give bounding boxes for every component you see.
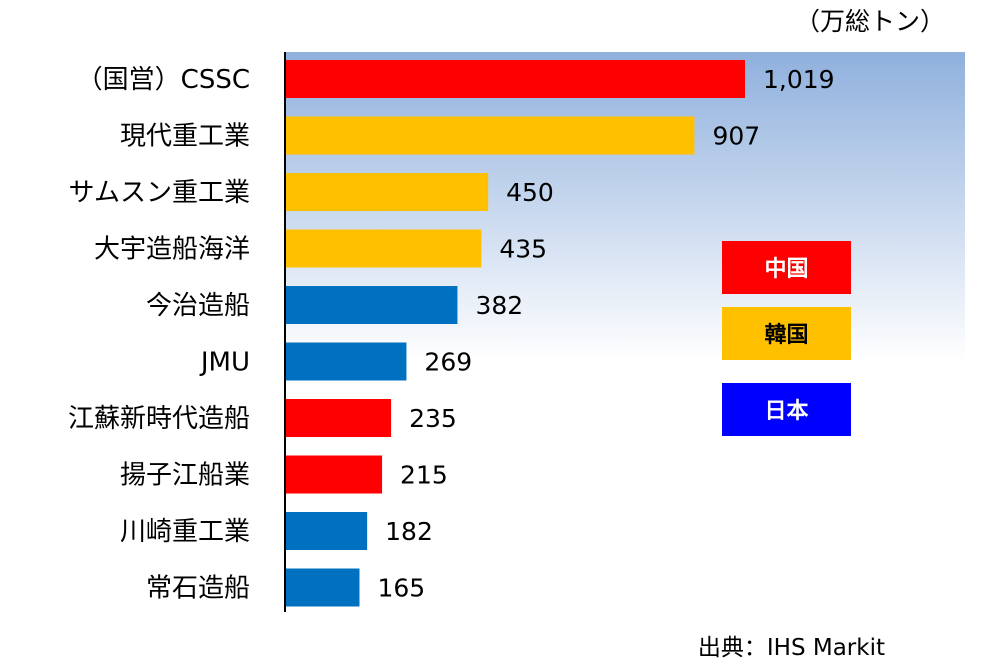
bar — [285, 399, 392, 437]
category-label: JMU — [199, 348, 250, 378]
legend-swatch — [722, 383, 851, 436]
legend-swatch — [722, 307, 851, 360]
category-label: 揚子江船業 — [120, 461, 250, 491]
value-label: 907 — [712, 122, 760, 151]
value-label: 215 — [400, 461, 448, 490]
value-label: 382 — [475, 291, 523, 320]
category-label: 川崎重工業 — [120, 517, 250, 547]
legend-swatch — [722, 241, 851, 294]
legend-label: 韓国 — [764, 322, 808, 348]
unit-label: （万総トン） — [795, 7, 945, 36]
category-label: 現代重工業 — [120, 122, 250, 152]
legend-label: 中国 — [764, 257, 808, 282]
bar — [285, 512, 368, 550]
bar — [285, 286, 458, 324]
bar — [285, 455, 383, 494]
value-label: 182 — [385, 517, 433, 546]
category-label: 今治造船 — [146, 291, 250, 321]
category-label: 大宇造船海洋 — [94, 235, 250, 265]
value-label: 435 — [499, 235, 547, 264]
bar — [285, 229, 482, 268]
bar — [285, 173, 489, 211]
source-note: 出典：IHS Markit — [698, 635, 885, 661]
legend-label: 日本 — [764, 399, 808, 424]
category-label: サムスン重工業 — [69, 178, 250, 208]
bars-layer: （国営）CSSC 1,019 現代重工業 907 サムスン重工業 450 大宇造船海洋 435… — [68, 60, 835, 607]
bar — [285, 342, 407, 381]
bar — [285, 568, 360, 607]
category-label: 常石造船 — [146, 574, 250, 604]
category-label: 江蘇新時代造船 — [68, 404, 250, 434]
value-label: 235 — [409, 404, 457, 433]
value-label: 1,019 — [763, 65, 835, 94]
value-label: 450 — [506, 178, 554, 207]
bar — [285, 116, 695, 155]
category-label: （国営）CSSC — [77, 65, 250, 95]
value-label: 165 — [377, 574, 425, 603]
value-label: 269 — [424, 348, 472, 377]
bar — [285, 60, 745, 98]
